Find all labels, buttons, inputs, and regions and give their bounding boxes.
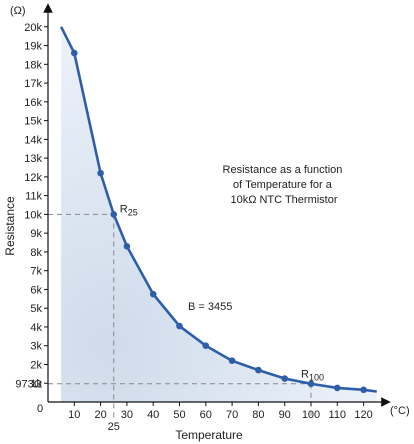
y-unit: (Ω) (10, 5, 26, 17)
data-point (71, 49, 78, 57)
y-tick-label: 7k (30, 266, 42, 278)
r100-label: R100 (301, 369, 324, 383)
ref-y-label-973: 973Ω (15, 379, 42, 391)
y-tick-label: 15k (24, 116, 42, 128)
data-point (149, 290, 157, 298)
y-tick-label: 16k (24, 97, 42, 109)
y-tick-label: 17k (24, 78, 42, 90)
x-tick-label: 10 (68, 409, 80, 421)
y-tick-label: 2k (30, 359, 42, 371)
data-point (110, 211, 118, 218)
y-axis-label: Resistance (3, 196, 17, 256)
origin-label: 0 (37, 403, 43, 415)
annotation-line-1: Resistance as a function (223, 164, 343, 176)
y-tick-label: 19k (24, 41, 42, 53)
x-tick-label: 60 (200, 409, 212, 421)
data-point (307, 380, 315, 388)
data-point (255, 366, 262, 374)
y-tick-label: 6k (30, 284, 42, 296)
y-tick-label: 20k (24, 22, 42, 34)
curve-area (61, 26, 377, 403)
data-point (176, 322, 183, 330)
y-tick-label: 10k (24, 209, 42, 221)
b-value-label: B = 3455 (188, 301, 232, 313)
annotation-line-2: of Temperature for a (233, 179, 333, 191)
y-tick-label: 8k (30, 247, 42, 259)
chart-annotation: Resistance as a function of Temperature … (223, 164, 346, 206)
y-tick-label: 4k (30, 322, 42, 334)
x-tick-label: 40 (147, 409, 159, 421)
x-tick-label: 120 (354, 409, 372, 421)
ref-x-label-25: 25 (108, 421, 120, 433)
r25-label: R25 (120, 203, 138, 217)
data-point (97, 169, 104, 177)
x-tick-label: 70 (226, 409, 238, 421)
y-tick-label: 18k (24, 59, 42, 71)
x-tick-label: 30 (121, 409, 133, 421)
x-tick-label: 100 (302, 409, 320, 421)
x-tick-label: 50 (173, 409, 185, 421)
data-point (228, 357, 236, 365)
y-tick-label: 9k (30, 228, 42, 240)
data-point (360, 386, 367, 394)
y-tick-label: 5k (30, 303, 42, 315)
y-tick-label: 1k (30, 378, 42, 390)
y-tick-label: 11k (25, 191, 42, 203)
x-tick-label: 110 (329, 409, 347, 421)
x-tick-label: 20 (94, 409, 106, 421)
data-point (123, 242, 131, 250)
x-tick-label: 80 (252, 409, 264, 421)
data-point (281, 375, 289, 382)
y-tick-label: 12k (24, 172, 42, 184)
x-tick-label: 90 (279, 409, 291, 421)
y-tick-label: 3k (30, 341, 42, 353)
data-point (334, 384, 341, 392)
x-axis-label: Temperature (175, 428, 243, 442)
data-point (202, 342, 210, 350)
annotation-line-3: 10kΩ NTC Thermistor (230, 194, 337, 206)
x-unit: (°C) (390, 405, 410, 417)
y-tick-label: 13k (24, 153, 42, 165)
y-tick-label: 14k (24, 134, 42, 146)
